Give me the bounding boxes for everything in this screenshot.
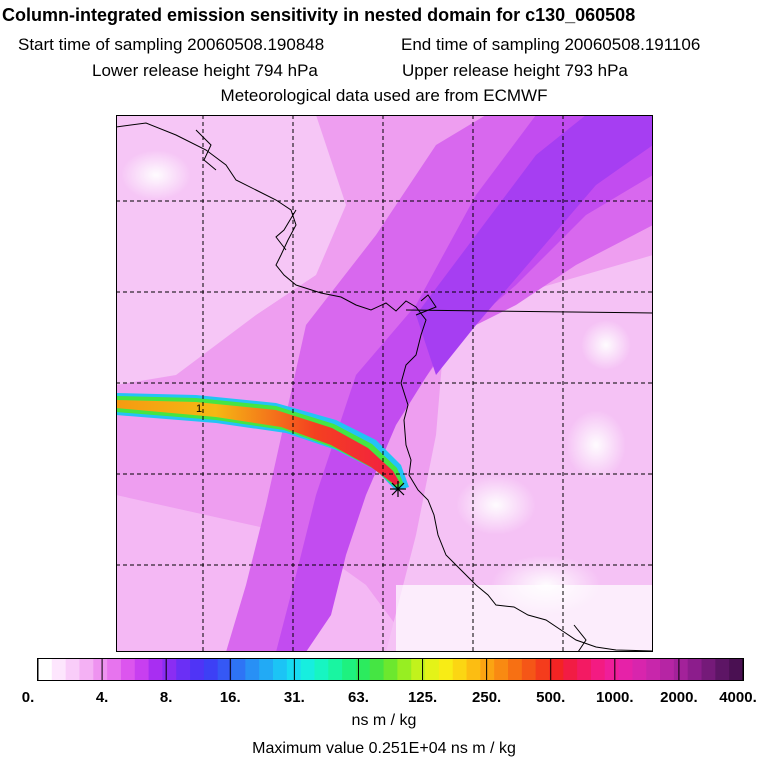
colorbar-cell — [452, 659, 468, 680]
coastline — [116, 122, 653, 652]
colorbar-cell — [190, 659, 205, 680]
colorbar-cell — [162, 659, 177, 680]
field-blob — [581, 320, 631, 370]
field-blob — [121, 150, 191, 200]
colorbar-cell — [217, 659, 233, 680]
colorbar-cell — [65, 659, 80, 680]
colorbar-tick-label: 4000. — [719, 689, 757, 706]
figure-title: Column-integrated emission sensitivity i… — [2, 5, 636, 25]
colorbar-units: ns m / kg — [351, 712, 417, 729]
colorbar-cell — [687, 659, 703, 680]
colorbar-cell — [245, 659, 260, 680]
colorbar-tick-label: 250. — [472, 689, 501, 706]
colorbar-cell — [438, 659, 454, 680]
colorbar-tick-label: 4. — [96, 689, 109, 706]
field-white-south — [396, 585, 653, 652]
colorbar-cell — [715, 659, 730, 680]
colorbar-cell — [729, 659, 744, 680]
colorbar-cell — [660, 659, 675, 680]
colorbar-tick-label: 8. — [160, 689, 173, 706]
colorbar-tick-label: 63. — [348, 689, 369, 706]
colorbar-cell — [38, 659, 53, 680]
field-region-dark — [416, 115, 653, 375]
colorbar-cell — [314, 659, 329, 680]
colorbar-cell — [604, 659, 620, 680]
colorbar-cell — [397, 659, 412, 680]
coastline — [573, 624, 587, 652]
colorbar-tick-label: 0. — [22, 689, 35, 706]
colorbar-cell — [355, 659, 371, 680]
field-blob — [566, 410, 626, 480]
colorbar-cell — [148, 659, 163, 680]
colorbar-cell — [107, 659, 122, 680]
colorbar-cell — [203, 659, 219, 680]
colorbar-cell — [259, 659, 274, 680]
colorbar-cell — [342, 659, 357, 680]
colorbar-tick-label: 16. — [220, 689, 241, 706]
release-point-icon — [390, 481, 406, 497]
map-frame — [116, 115, 653, 652]
colorbar-tick-label: 31. — [284, 689, 305, 706]
colorbar-cell — [535, 659, 550, 680]
border-line — [405, 309, 653, 314]
colorbar-cell — [51, 659, 67, 680]
met-data-label: Meteorological data used are from ECMWF — [220, 86, 548, 105]
colorbar-cell — [231, 659, 246, 680]
colorbar-cell — [176, 659, 191, 680]
colorbar-cell — [134, 659, 150, 680]
colorbar-cell — [632, 659, 647, 680]
colorbar-cell — [590, 659, 606, 680]
colorbar-cell — [480, 659, 495, 680]
colorbar-cell — [673, 659, 689, 680]
colorbar-cell — [411, 659, 426, 680]
trajectory-label: 1 — [196, 403, 202, 415]
max-value-label: Maximum value 0.251E+04 ns m / kg — [252, 740, 516, 757]
plume-core — [116, 400, 400, 485]
lower-release-label: Lower release height 794 hPa — [92, 61, 318, 80]
start-time-label: Start time of sampling 20060508.190848 — [18, 35, 325, 54]
colorbar: 0. 4. 8. 16. 31. 63. 125. 250. 500. 1000. 2000. 400… — [22, 658, 757, 706]
colorbar-cell — [521, 659, 537, 680]
colorbar-cell — [369, 659, 385, 680]
colorbar-tick-label: 500. — [536, 689, 565, 706]
colorbar-tick-label: 2000. — [660, 689, 698, 706]
colorbar-cell — [563, 659, 578, 680]
colorbar-cell — [577, 659, 592, 680]
sensitivity-map: 1 — [116, 115, 653, 652]
colorbar-cell — [466, 659, 481, 680]
grid-lines — [116, 115, 653, 652]
colorbar-tick-label: 125. — [408, 689, 437, 706]
colorbar-cell — [300, 659, 315, 680]
colorbar-cell — [383, 659, 398, 680]
colorbar-cell — [494, 659, 509, 680]
colorbar-cell — [328, 659, 343, 680]
upper-release-label: Upper release height 793 hPa — [402, 61, 628, 80]
coastline — [415, 294, 437, 316]
colorbar-cell — [79, 659, 94, 680]
colorbar-cell — [120, 659, 136, 680]
colorbar-cell — [701, 659, 716, 680]
field-blob — [456, 475, 536, 535]
colorbar-cell — [93, 659, 108, 680]
colorbar-cell — [646, 659, 661, 680]
colorbar-cell — [618, 659, 633, 680]
end-time-label: End time of sampling 20060508.191106 — [401, 35, 701, 54]
colorbar-cell — [549, 659, 564, 680]
colorbar-cell — [425, 659, 440, 680]
colorbar-cell — [273, 659, 288, 680]
colorbar-cell — [508, 659, 523, 680]
coastline — [275, 209, 297, 251]
colorbar-tick-label: 1000. — [596, 689, 634, 706]
